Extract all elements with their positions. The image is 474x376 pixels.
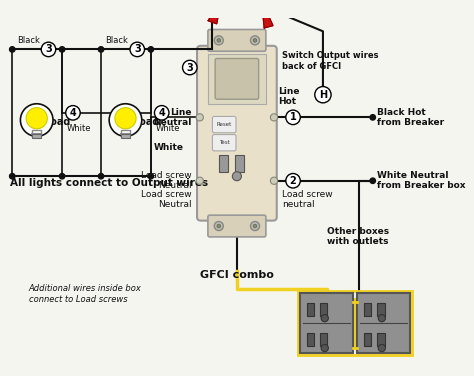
Circle shape <box>214 36 223 45</box>
Bar <box>357 293 410 353</box>
Circle shape <box>98 173 104 179</box>
Text: White: White <box>154 143 183 152</box>
Bar <box>307 333 314 346</box>
Bar <box>301 293 353 353</box>
Circle shape <box>26 108 47 129</box>
Text: H: H <box>319 90 327 100</box>
Text: Reset: Reset <box>217 122 232 127</box>
FancyBboxPatch shape <box>208 215 266 237</box>
Text: Other boxes
with outlets: Other boxes with outlets <box>328 227 390 246</box>
Circle shape <box>217 224 220 228</box>
FancyBboxPatch shape <box>208 29 266 51</box>
Circle shape <box>109 104 142 136</box>
Circle shape <box>250 221 260 230</box>
Bar <box>307 303 314 316</box>
Text: 4: 4 <box>158 108 165 118</box>
Text: Load: Load <box>133 117 159 127</box>
Text: Black: Black <box>106 36 128 45</box>
Bar <box>364 333 371 346</box>
Bar <box>32 133 41 138</box>
Circle shape <box>232 172 241 181</box>
Circle shape <box>370 115 375 120</box>
Text: Black: Black <box>17 36 40 45</box>
Circle shape <box>148 173 154 179</box>
Circle shape <box>214 221 223 230</box>
Text: Test: Test <box>219 140 229 145</box>
Circle shape <box>321 344 328 352</box>
Bar <box>299 291 412 355</box>
Circle shape <box>253 39 257 42</box>
Circle shape <box>315 86 331 103</box>
Bar <box>353 297 357 348</box>
Polygon shape <box>208 11 219 24</box>
Bar <box>235 155 244 172</box>
Circle shape <box>59 173 65 179</box>
Text: Load screw
Neutral: Load screw Neutral <box>141 171 191 191</box>
Bar <box>101 49 151 176</box>
Text: 1: 1 <box>290 112 296 122</box>
Circle shape <box>196 177 203 184</box>
Bar <box>121 133 130 138</box>
Text: 3: 3 <box>186 62 193 73</box>
Bar <box>12 49 62 176</box>
Circle shape <box>59 47 65 52</box>
Circle shape <box>270 114 278 121</box>
Polygon shape <box>214 5 219 13</box>
FancyBboxPatch shape <box>215 59 259 99</box>
Text: GFCI combo: GFCI combo <box>200 270 274 279</box>
Text: 2: 2 <box>290 176 296 186</box>
Text: Black Hot
from Breaker: Black Hot from Breaker <box>377 108 445 127</box>
Bar <box>320 303 328 316</box>
Text: 4: 4 <box>70 108 76 118</box>
Text: Line
Hot: Line Hot <box>278 87 299 106</box>
Circle shape <box>196 114 203 121</box>
Bar <box>208 54 266 104</box>
Circle shape <box>115 108 136 129</box>
Circle shape <box>182 60 197 75</box>
Text: White Neutral
from Breaker box: White Neutral from Breaker box <box>377 171 466 191</box>
Circle shape <box>321 315 328 322</box>
Circle shape <box>286 110 301 124</box>
Text: Additional wires inside box
connect to Load screws: Additional wires inside box connect to L… <box>28 284 141 304</box>
FancyBboxPatch shape <box>197 46 277 221</box>
Circle shape <box>41 42 56 57</box>
Circle shape <box>9 173 15 179</box>
Circle shape <box>98 47 104 52</box>
Bar <box>364 303 371 316</box>
Circle shape <box>20 104 53 136</box>
Polygon shape <box>263 15 273 28</box>
Bar <box>320 333 328 346</box>
Bar <box>377 303 384 316</box>
Text: Load: Load <box>44 117 70 127</box>
Circle shape <box>66 106 80 120</box>
FancyBboxPatch shape <box>212 117 236 133</box>
Text: Load screw
neutral: Load screw neutral <box>282 190 333 209</box>
Text: All lights connect to Output wires: All lights connect to Output wires <box>10 179 209 188</box>
Polygon shape <box>263 9 268 17</box>
Text: 3: 3 <box>134 44 141 55</box>
Circle shape <box>130 42 145 57</box>
Text: Line
Neutral: Line Neutral <box>153 108 191 127</box>
Circle shape <box>253 224 257 228</box>
Circle shape <box>250 36 260 45</box>
Circle shape <box>370 178 375 183</box>
Circle shape <box>217 39 220 42</box>
Circle shape <box>155 106 169 120</box>
FancyBboxPatch shape <box>212 135 236 151</box>
Circle shape <box>148 47 154 52</box>
Bar <box>219 155 228 172</box>
Text: White: White <box>155 124 180 133</box>
Text: 3: 3 <box>45 44 52 55</box>
Text: Load screw
Neutral: Load screw Neutral <box>141 190 191 209</box>
Text: White: White <box>67 124 91 133</box>
Bar <box>377 333 384 346</box>
Circle shape <box>270 177 278 184</box>
Circle shape <box>9 47 15 52</box>
Circle shape <box>286 173 301 188</box>
Circle shape <box>378 315 385 322</box>
Circle shape <box>378 344 385 352</box>
Text: Switch Output wires
back of GFCI: Switch Output wires back of GFCI <box>282 52 379 71</box>
